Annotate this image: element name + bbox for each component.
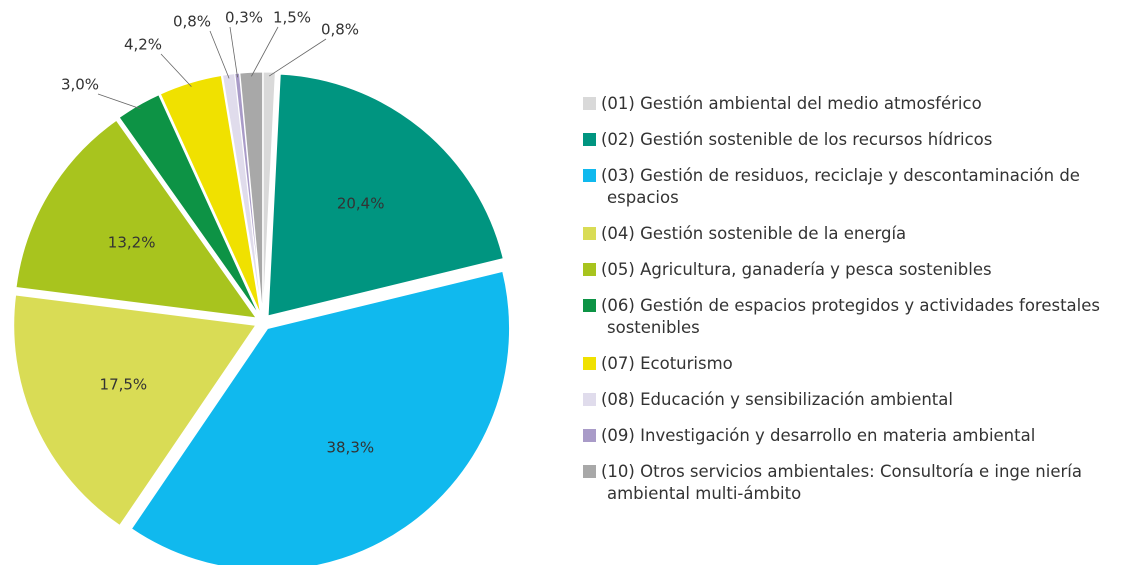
data-label: 0,8% [173,13,211,31]
leader-line [160,53,192,87]
pie-slice [130,270,510,565]
legend-swatch [583,97,596,110]
legend-item: (02) Gestión sostenible de los recursos … [565,129,1143,151]
leader-line [229,26,238,78]
legend-item: (01) Gestión ambiental del medio atmosfé… [565,93,1143,115]
legend-item: (08) Educación y sensibilización ambient… [565,389,1143,411]
legend-label: (04) Gestión sostenible de la energía [601,224,907,243]
legend-swatch [583,429,596,442]
legend-label: (08) Educación y sensibilización ambient… [601,390,953,409]
data-label: 38,3% [326,438,374,456]
leader-line [97,93,141,110]
legend-swatch [583,393,596,406]
leader-line [251,26,279,77]
legend-item: (10) Otros servicios ambientales: Consul… [565,461,1143,505]
pie-slice [15,119,258,319]
pie-slice [159,74,262,315]
legend-label: (01) Gestión ambiental del medio atmosfé… [601,94,982,113]
legend-label: (05) Agricultura, ganadería y pesca sost… [601,260,992,279]
legend-item: (04) Gestión sostenible de la energía [565,223,1143,245]
legend-swatch [583,169,596,182]
pie-slice [239,71,264,315]
data-label: 17,5% [100,376,148,394]
legend-label: (03) Gestión de residuos, reciclaje y de… [601,166,1080,207]
legend-item: (06) Gestión de espacios protegidos y ac… [565,295,1143,339]
legend-label: (06) Gestión de espacios protegidos y ac… [601,296,1101,337]
legend-item: (07) Ecoturismo [565,353,1143,375]
leader-line [268,38,327,77]
data-label: 20,4% [337,194,385,212]
leader-line [209,30,230,79]
legend-swatch [583,263,596,276]
data-label: 3,0% [61,76,99,94]
chart: 0,8% 20,4% 38,3% 17,5% 13,2% 3,0% 4,2% 0,8% 0,3%… [13,9,510,565]
legend-item: (03) Gestión de residuos, reciclaje y de… [565,165,1143,209]
legend-swatch [583,465,596,478]
data-label: 1,5% [273,9,311,27]
legend-swatch [583,357,596,370]
data-label: 13,2% [108,234,156,252]
pie-slice [267,73,504,317]
legend-swatch [583,227,596,240]
legend-swatch [583,299,596,312]
legend-label: (09) Investigación y desarrollo en mater… [601,426,1036,445]
pie-slice [13,294,257,527]
legend-label: (07) Ecoturismo [601,354,733,373]
pie-slice [118,94,260,316]
data-label: 0,3% [225,9,263,27]
legend-label: (02) Gestión sostenible de los recursos … [601,130,993,149]
legend-item: (09) Investigación y desarrollo en mater… [565,425,1143,447]
legend-item: (05) Agricultura, ganadería y pesca sost… [565,259,1143,281]
data-label: 4,2% [124,36,162,54]
data-label: 0,8% [321,21,359,39]
legend-swatch [583,133,596,146]
legend: (01) Gestión ambiental del medio atmosfé… [565,93,1143,519]
legend-label: (10) Otros servicios ambientales: Consul… [601,462,1082,503]
